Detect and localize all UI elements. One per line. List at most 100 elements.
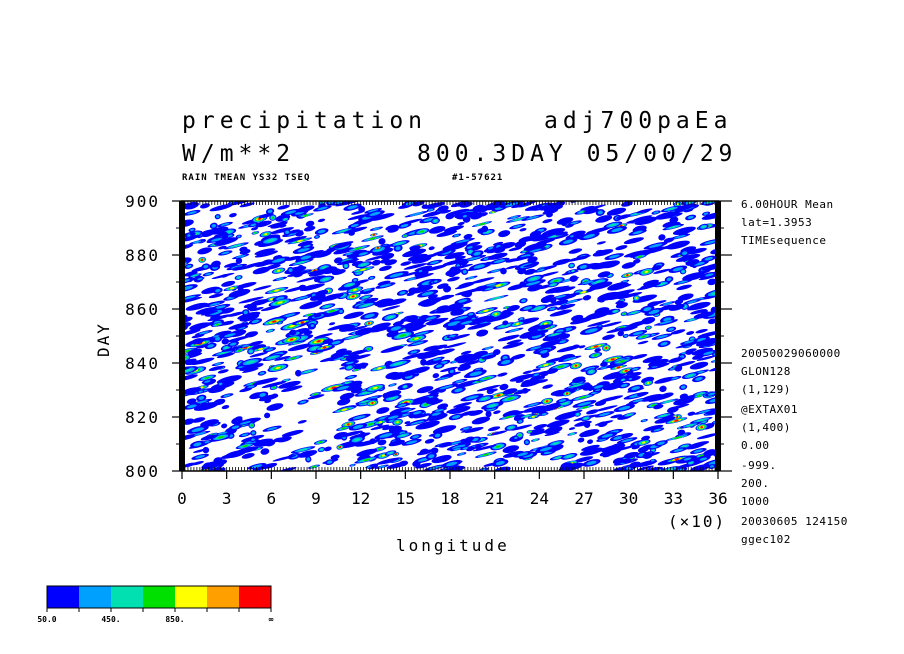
rain-cell [520, 379, 542, 388]
rain-cell [369, 276, 374, 279]
rain-cell [192, 417, 206, 423]
rain-cell [298, 448, 308, 452]
rain-cell [255, 221, 268, 227]
rain-cell [416, 386, 434, 394]
rain-cell [530, 346, 542, 350]
rain-cell [466, 246, 473, 249]
rain-cell [623, 237, 644, 245]
rain-cell [303, 214, 309, 217]
rain-cell [254, 231, 257, 234]
rain-cell [355, 368, 359, 371]
rain-cell [210, 237, 223, 242]
rain-cell [531, 334, 542, 339]
rain-cell [228, 322, 250, 330]
rain-cell [443, 241, 469, 249]
rain-cell [182, 387, 202, 395]
rain-cell [187, 211, 197, 215]
rain-cell [238, 296, 264, 304]
rain-cell [647, 326, 650, 329]
rain-cell [424, 438, 435, 444]
rain-cell [251, 319, 260, 324]
rain-cell [228, 201, 252, 206]
rain-cell [583, 417, 588, 420]
rain-cell [305, 220, 315, 227]
rain-cell [559, 340, 567, 344]
rain-cell [674, 365, 683, 372]
rain-cell [413, 366, 430, 374]
rain-cell [484, 261, 492, 266]
rain-cell [380, 345, 404, 353]
side-info-line: GLON128 [741, 365, 791, 378]
rain-cell [285, 255, 301, 261]
rain-cell [600, 321, 622, 328]
rain-cell [677, 293, 694, 301]
rain-cell [440, 209, 452, 214]
rain-cell [622, 312, 626, 315]
rain-cell [274, 355, 291, 361]
rain-cell [685, 259, 700, 266]
rain-cell [235, 257, 243, 264]
rain-cell [630, 311, 638, 315]
rain-cell [200, 434, 218, 441]
rain-cell [529, 277, 538, 281]
rain-cell [683, 457, 692, 461]
rain-cell [504, 410, 525, 417]
rain-cell [284, 379, 288, 382]
rain-cell [683, 340, 695, 344]
rain-cell [613, 436, 622, 440]
rain-cell [677, 280, 689, 284]
rain-cell [182, 295, 196, 300]
rain-cell [182, 328, 201, 335]
rain-cell [221, 346, 243, 353]
rain-cell [378, 421, 383, 424]
rain-cell [507, 284, 525, 291]
rain-cell [409, 212, 424, 217]
rain-cell [363, 297, 379, 304]
rain-cell [189, 232, 196, 236]
rain-cell [633, 258, 641, 264]
rain-cell [234, 446, 259, 455]
rain-cell [445, 461, 458, 467]
rain-cell [353, 278, 357, 282]
rain-cell [293, 341, 301, 345]
rain-cell [556, 345, 581, 353]
rain-cell [211, 272, 235, 280]
rain-cell [348, 335, 358, 339]
rain-cell [321, 293, 344, 301]
rain-cell [317, 229, 326, 234]
rain-cell [403, 263, 428, 270]
rain-cell [235, 255, 246, 259]
rain-cell [258, 217, 261, 220]
rain-cell [207, 344, 215, 348]
rain-cell [653, 428, 662, 432]
rain-cell [317, 218, 326, 223]
rain-cell [506, 397, 514, 400]
rain-cell [382, 425, 395, 431]
rain-cell [214, 237, 239, 246]
rain-cell [529, 430, 548, 436]
rain-cell [231, 425, 240, 429]
rain-cell [696, 433, 718, 440]
rain-cell [543, 363, 549, 367]
rain-cell [484, 287, 494, 291]
rain-cell [640, 393, 664, 402]
rain-cell [492, 210, 495, 213]
rain-cell [508, 246, 523, 252]
rain-cell [582, 316, 594, 320]
rain-cell [609, 223, 617, 227]
rain-cell [608, 254, 620, 259]
rain-cell [443, 225, 464, 232]
y-tick-label: 800 [125, 462, 160, 481]
rain-cell [695, 328, 708, 334]
rain-cell [523, 414, 530, 418]
rain-cell [408, 324, 427, 331]
rain-cell [457, 355, 482, 364]
rain-cell [589, 281, 613, 290]
rain-cell [514, 240, 527, 248]
rain-cell [581, 444, 600, 451]
rain-cell [502, 445, 520, 453]
rain-cell [632, 331, 644, 336]
rain-cell [452, 324, 466, 331]
rain-cell [344, 264, 348, 268]
rain-cell [634, 216, 658, 226]
